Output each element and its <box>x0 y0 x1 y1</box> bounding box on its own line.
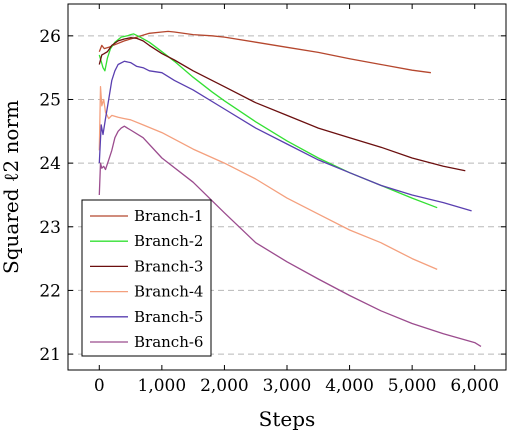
series-line-5 <box>98 60 472 212</box>
x-axis-label: Steps <box>259 407 316 431</box>
y-tick-label: 23 <box>39 218 61 238</box>
legend: Branch-1 Branch-2 Branch-3 Branch-4 Branch-5… <box>81 199 212 357</box>
legend-box <box>81 199 212 357</box>
series-line-4 <box>98 86 438 270</box>
legend-label-3: Branch-3 <box>134 257 203 275</box>
x-tick-label: 5,000 <box>388 376 437 396</box>
legend-label-1: Branch-1 <box>134 207 203 225</box>
x-tick-label: 1,000 <box>138 376 187 396</box>
legend-label-4: Branch-4 <box>134 283 203 301</box>
y-tick-label: 21 <box>39 345 61 365</box>
legend-label-6: Branch-6 <box>134 333 203 351</box>
x-tick-label: 3,000 <box>263 376 312 396</box>
y-tick-label: 25 <box>39 90 61 110</box>
series-line-2 <box>98 33 438 209</box>
y-tick-label: 22 <box>39 281 61 301</box>
x-tick-label: 2,000 <box>200 376 249 396</box>
series-lines <box>98 30 482 347</box>
legend-label-5: Branch-5 <box>134 308 203 326</box>
y-tick-label: 26 <box>39 27 61 47</box>
series-line-6 <box>98 125 482 347</box>
legend-label-2: Branch-2 <box>134 232 203 250</box>
legend-items: Branch-1 Branch-2 Branch-3 Branch-4 Branch-5… <box>90 207 203 351</box>
axis-ticks: 21 22 23 24 25 26 0 1,000 2,000 3,000 4,000 5,000 6,… <box>39 4 506 396</box>
series-line-3 <box>98 37 466 172</box>
y-tick-label: 24 <box>39 154 61 174</box>
x-tick-label: 0 <box>94 376 105 396</box>
y-axis-label: Squared ℓ2 norm <box>0 100 23 274</box>
x-tick-label: 4,000 <box>325 376 374 396</box>
series-line-1 <box>98 30 431 74</box>
x-tick-label: 6,000 <box>450 376 499 396</box>
